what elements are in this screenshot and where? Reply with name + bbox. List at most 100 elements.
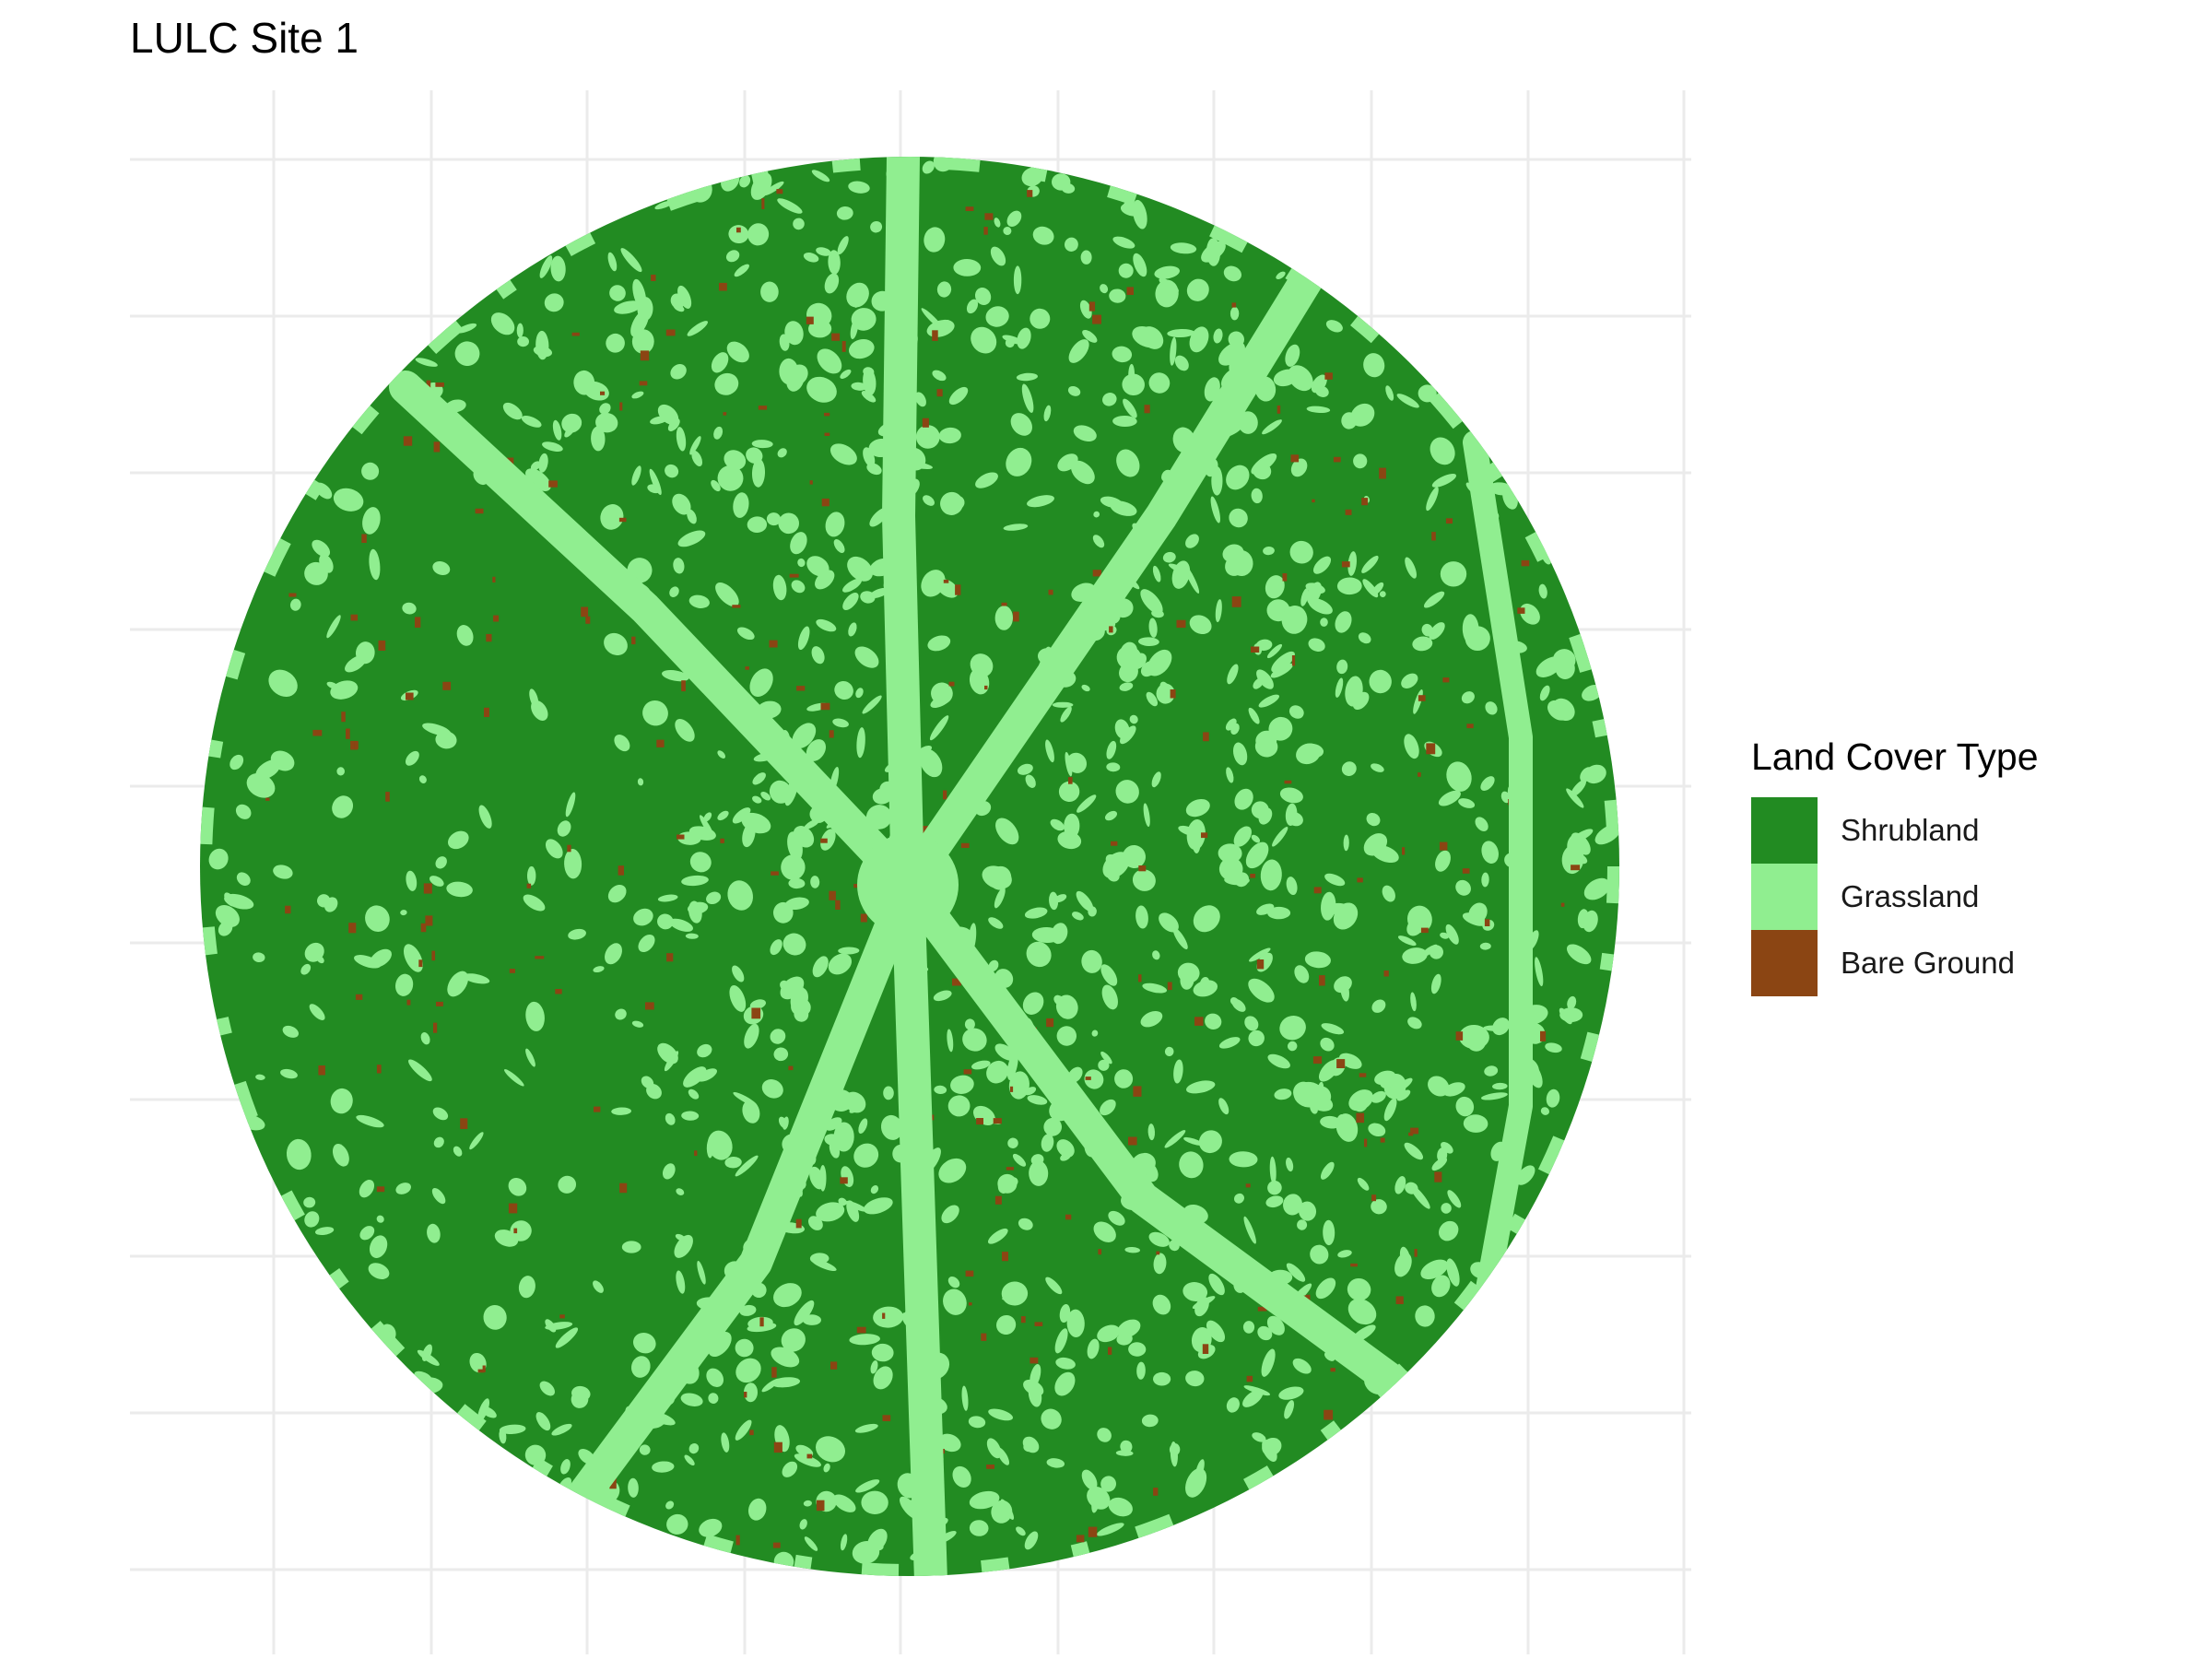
- grassland-patch: [268, 669, 298, 697]
- bare-ground-patch: [986, 1465, 994, 1469]
- grassland-patch: [806, 376, 837, 403]
- grassland-patch: [1341, 761, 1357, 776]
- grassland-patch: [1366, 813, 1381, 827]
- grassland-patch: [1320, 618, 1328, 627]
- grassland-patch: [924, 227, 946, 253]
- bare-ground-patch: [640, 350, 650, 361]
- bare-ground-patch: [1126, 287, 1134, 295]
- grassland-patch: [1115, 780, 1139, 804]
- grassland-patch: [1488, 482, 1514, 496]
- grassland-patch: [851, 382, 867, 391]
- grassland-patch: [1481, 841, 1499, 864]
- grassland-patch: [1341, 412, 1358, 429]
- grassland-patch: [727, 880, 754, 911]
- grassland-patch: [1005, 338, 1015, 348]
- bare-ground-patch: [968, 1302, 972, 1306]
- grassland-patch: [1230, 307, 1240, 321]
- grassland-patch: [1112, 236, 1135, 249]
- grassland-patch: [1171, 560, 1191, 589]
- grassland-patch: [799, 1519, 807, 1530]
- grassland-patch: [1101, 984, 1118, 1010]
- grassland-patch: [1242, 1389, 1264, 1407]
- bare-ground-patch: [355, 994, 363, 1000]
- grassland-patch: [1286, 1263, 1306, 1282]
- bare-ground-patch: [1201, 832, 1208, 839]
- grassland-patch: [770, 939, 782, 956]
- grassland-patch: [1138, 637, 1159, 647]
- grassland-patch: [1320, 1115, 1342, 1129]
- grassland-patch: [711, 352, 729, 373]
- grassland-patch: [966, 299, 979, 314]
- grassland-patch: [633, 908, 653, 926]
- bare-ground-patch: [829, 730, 834, 738]
- legend-label-bare-ground: Bare Ground: [1841, 946, 2015, 980]
- grassland-patch: [535, 1412, 551, 1431]
- grassland-patch: [539, 1381, 555, 1396]
- grassland-patch: [1347, 551, 1357, 576]
- grassland-patch: [923, 495, 935, 506]
- bare-ground-patch: [1426, 743, 1436, 755]
- grassland-patch: [1067, 385, 1081, 396]
- bare-ground-patch: [1098, 1249, 1102, 1255]
- grassland-swatch: [1751, 864, 1818, 930]
- grassland-patch: [699, 1518, 723, 1537]
- bare-ground-patch: [1194, 1017, 1204, 1026]
- grassland-patch: [717, 810, 729, 821]
- grassland-patch: [921, 308, 944, 330]
- grassland-patch: [326, 615, 341, 639]
- grassland-patch: [934, 1085, 947, 1095]
- grassland-patch: [359, 1180, 375, 1198]
- grassland-patch: [1310, 1244, 1329, 1265]
- grassland-patch: [224, 892, 236, 907]
- bare-ground-patch: [840, 1177, 848, 1184]
- bare-ground-patch: [936, 389, 943, 397]
- grassland-patch: [1133, 253, 1147, 277]
- grassland-patch: [781, 854, 806, 880]
- grassland-patch: [990, 246, 1006, 266]
- grassland-patch: [558, 1175, 577, 1194]
- grassland-patch: [1052, 701, 1074, 708]
- bare-ground-patch: [856, 1326, 866, 1334]
- grassland-patch: [1046, 1458, 1065, 1468]
- grassland-patch: [631, 465, 641, 486]
- grassland-patch: [1312, 556, 1332, 574]
- grassland-patch: [1361, 555, 1379, 573]
- grassland-patch: [1001, 1281, 1029, 1306]
- bare-ground-patch: [318, 1065, 325, 1076]
- bare-ground-patch: [493, 615, 500, 622]
- grassland-patch: [1147, 1124, 1156, 1141]
- grassland-patch: [631, 1020, 644, 1028]
- grassland-patch: [838, 1197, 847, 1206]
- grassland-patch: [1292, 1358, 1312, 1374]
- grassland-patch: [870, 1185, 879, 1194]
- grassland-patch: [1267, 906, 1291, 920]
- bare-ground-patch: [821, 498, 830, 507]
- grassland-patch: [525, 468, 551, 491]
- grassland-patch: [1335, 677, 1344, 698]
- grassland-patch: [1006, 1051, 1018, 1080]
- grassland-patch: [837, 236, 849, 255]
- grassland-patch: [736, 627, 755, 641]
- grassland-patch: [591, 426, 606, 452]
- page-title: LULC Site 1: [130, 14, 359, 62]
- grassland-patch: [395, 1182, 411, 1194]
- grassland-patch: [697, 1068, 717, 1082]
- grassland-patch: [1306, 406, 1331, 414]
- bare-ground-patch: [1357, 877, 1363, 883]
- grassland-patch: [647, 484, 661, 494]
- grassland-patch: [1091, 1030, 1099, 1037]
- grassland-patch: [1480, 1092, 1508, 1100]
- grassland-patch: [1535, 957, 1544, 987]
- grassland-patch: [1335, 611, 1352, 633]
- grassland-patch: [952, 1465, 971, 1488]
- bare-ground-patch: [1434, 1171, 1442, 1182]
- bare-ground-patch: [758, 406, 768, 410]
- grassland-patch: [771, 1347, 800, 1368]
- grassland-patch: [405, 750, 419, 766]
- grassland-patch: [761, 1078, 783, 1099]
- grassland-patch: [1431, 1275, 1451, 1298]
- bare-ground-patch: [433, 1022, 438, 1033]
- grassland-patch: [853, 1143, 879, 1168]
- grassland-patch: [1242, 1321, 1255, 1334]
- bare-ground-patch: [816, 1500, 825, 1512]
